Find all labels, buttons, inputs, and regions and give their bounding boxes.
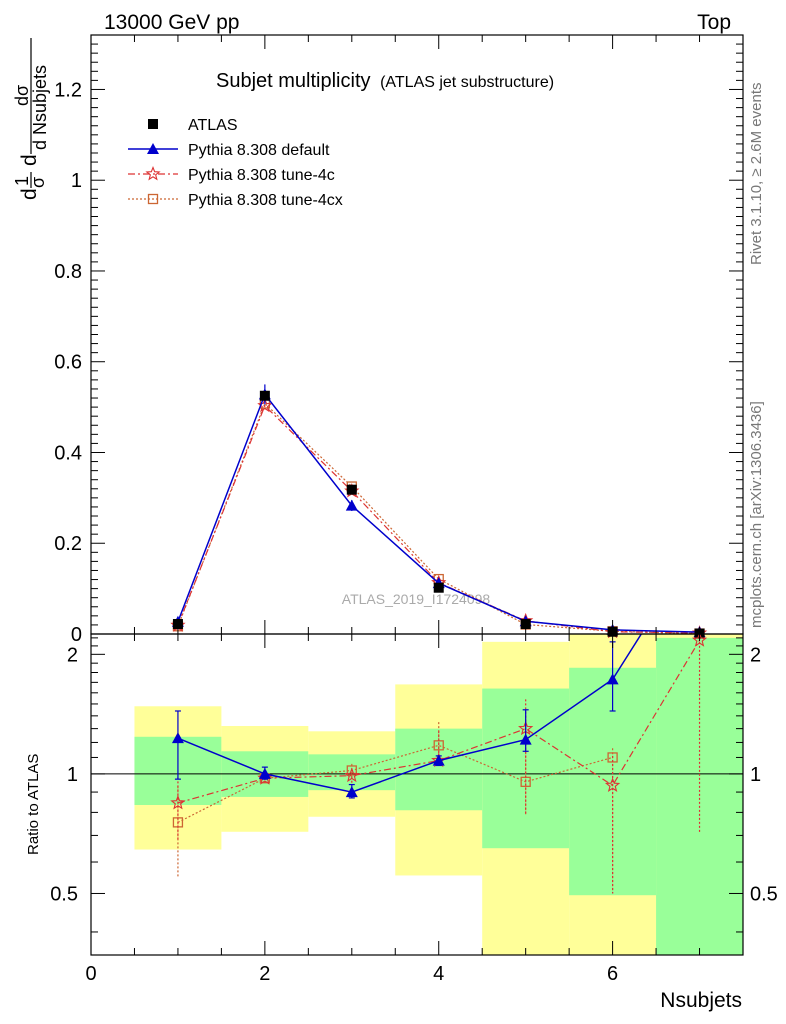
ylabel-one: 1 xyxy=(12,176,32,186)
ratio-plot-frame xyxy=(90,633,744,956)
main-y-tick-label-4: 0.8 xyxy=(54,261,82,283)
legend-label-tune4c: Pythia 8.308 tune-4c xyxy=(188,167,335,184)
legend-label-default: Pythia 8.308 default xyxy=(188,142,330,159)
ylabel-d-left: d xyxy=(18,188,41,200)
main-y-tick-label-0: 0 xyxy=(71,624,82,646)
ratio-point-tune4c-2 xyxy=(257,770,273,785)
chart-title: Subjet multiplicity (ATLAS jet substruct… xyxy=(216,70,554,92)
x-axis-label: Nsubjets xyxy=(660,989,742,1012)
header-energy-label: 13000 GeV pp xyxy=(104,11,239,34)
ratio-y-tick-label-right-1: 1 xyxy=(750,764,761,786)
ratio-y-tick-label-left-1: 1 xyxy=(67,764,78,786)
ratio-y-axis-label: Ratio to ATLAS xyxy=(25,754,42,855)
ratio-y-tick-label-right-0: 0.5 xyxy=(750,883,778,905)
x-tick-label-4: 4 xyxy=(433,963,444,985)
legend-marker-atlas xyxy=(148,119,158,129)
band-inner-bin-7 xyxy=(656,637,743,955)
ratio-y-tick-label-left-0: 0.5 xyxy=(50,883,78,905)
analysis-watermark: ATLAS_2019_I1724098 xyxy=(342,591,491,607)
chart-title-sub: (ATLAS jet substructure) xyxy=(380,74,554,91)
ylabel-denominator: d Nsubjets xyxy=(30,65,50,150)
main-point-default-3 xyxy=(345,499,358,511)
ratio-y-tick-label-left-2: 2 xyxy=(67,644,78,666)
x-tick-label-0: 0 xyxy=(85,963,96,985)
main-point-tune4c-2 xyxy=(257,397,273,413)
x-tick-label-6: 6 xyxy=(607,963,618,985)
main-y-tick-label-3: 0.6 xyxy=(54,352,82,374)
ratio-point-default-1 xyxy=(171,732,184,744)
ylabel-sigma: σ xyxy=(28,177,48,188)
ylabel-numerator: dσ xyxy=(12,85,32,106)
legend-marker-default xyxy=(147,143,159,154)
main-point-atlas-5 xyxy=(520,619,531,630)
ratio-uncertainty-bands xyxy=(134,634,743,955)
main-y-tick-label-6: 1.2 xyxy=(54,79,82,101)
legend-marker-tune4cx xyxy=(147,193,159,205)
ratio-point-tune4cx-6 xyxy=(607,752,618,763)
legend-marker-tune4c xyxy=(145,165,161,181)
main-y-tick-label-5: 1 xyxy=(71,170,82,192)
main-y-tick-label-1: 0.2 xyxy=(54,533,82,555)
chart-title-main: Subjet multiplicity xyxy=(216,70,371,92)
legend-label-atlas: ATLAS xyxy=(188,117,238,134)
mcplots-credit-label: mcplots.cern.ch [arXiv:1306.3436] xyxy=(748,401,765,628)
main-point-atlas-1 xyxy=(172,619,183,630)
ratio-point-default-4 xyxy=(432,754,445,766)
ratio-point-default-2 xyxy=(258,767,271,779)
ratio-point-tune4c-6 xyxy=(604,777,621,792)
legend: ATLAS Pythia 8.308 default Pythia 8.308 tu… xyxy=(128,117,343,209)
ratio-point-default-5 xyxy=(519,733,532,745)
ratio-point-default-3 xyxy=(345,786,358,798)
header-process-label: Top xyxy=(697,11,731,34)
main-point-atlas-4 xyxy=(433,582,444,593)
x-tick-label-2: 2 xyxy=(259,963,270,985)
legend-label-tune4cx: Pythia 8.308 tune-4cx xyxy=(188,192,343,209)
ratio-point-tune4c-7 xyxy=(691,632,708,647)
axes-layer: 0 2 4 600.20.40.60.811.20.5 0.51 12 2 xyxy=(50,34,778,985)
ratio-series-default xyxy=(171,633,642,799)
ratio-point-tune4c-1 xyxy=(170,794,186,810)
ratio-point-default-6 xyxy=(606,673,619,685)
ratio-line-tune4cx xyxy=(177,744,613,823)
main-y-axis-label: d 1 σ d dσ d Nsubjets xyxy=(12,38,50,200)
ylabel-d-mid: d xyxy=(18,154,41,166)
ratio-y-tick-label-right-2: 2 xyxy=(750,644,761,666)
main-y-tick-label-2: 0.4 xyxy=(54,442,82,464)
main-point-atlas-3 xyxy=(346,484,357,495)
ratio-point-tune4c-3 xyxy=(344,767,360,783)
main-point-atlas-2 xyxy=(259,390,270,401)
ratio-series-layer xyxy=(170,632,708,894)
ratio-point-tune4cx-3 xyxy=(346,765,357,776)
rivet-version-label: Rivet 3.1.10, ≥ 2.6M events xyxy=(748,83,765,266)
